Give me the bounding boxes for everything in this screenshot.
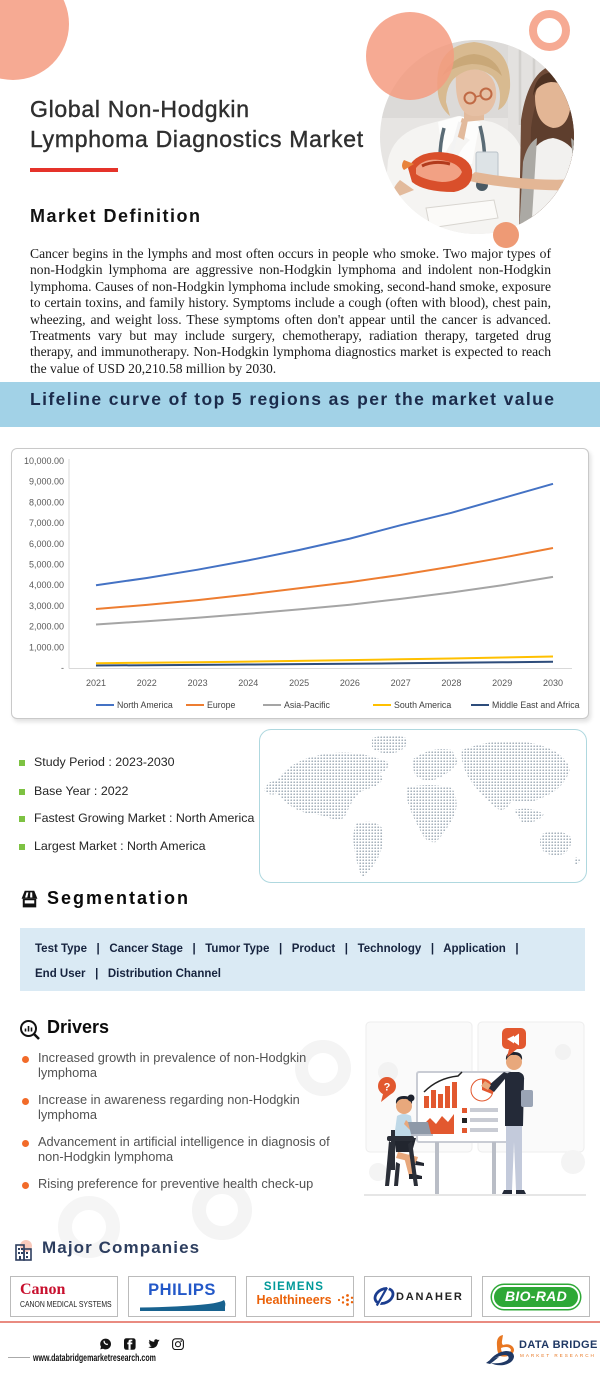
svg-text:7,000.00: 7,000.00 — [29, 518, 64, 528]
svg-text:North America: North America — [117, 700, 173, 710]
svg-text:Middle East and Africa: Middle East and Africa — [492, 700, 580, 710]
svg-text:2024: 2024 — [238, 678, 258, 688]
svg-text:2025: 2025 — [289, 678, 309, 688]
svg-text:5,000.00: 5,000.00 — [29, 560, 64, 570]
svg-text:MARKET RESEARCH: MARKET RESEARCH — [520, 1353, 596, 1358]
svg-text:Europe: Europe — [207, 700, 235, 710]
svg-text:DATA BRIDGE: DATA BRIDGE — [519, 1339, 598, 1351]
svg-text:9,000.00: 9,000.00 — [29, 477, 64, 487]
svg-text:Asia-Pacific: Asia-Pacific — [284, 700, 331, 710]
svg-text:2026: 2026 — [340, 678, 360, 688]
svg-text:6,000.00: 6,000.00 — [29, 539, 64, 549]
svg-text:?: ? — [384, 1082, 391, 1094]
svg-text:2030: 2030 — [543, 678, 563, 688]
svg-text:2,000.00: 2,000.00 — [29, 622, 64, 632]
svg-text:10,000.00: 10,000.00 — [24, 456, 64, 466]
svg-text:2023: 2023 — [188, 678, 208, 688]
svg-text:2028: 2028 — [441, 678, 461, 688]
svg-text:8,000.00: 8,000.00 — [29, 497, 64, 507]
svg-text:4,000.00: 4,000.00 — [29, 580, 64, 590]
svg-text:1,000.00: 1,000.00 — [29, 642, 64, 652]
svg-text:3,000.00: 3,000.00 — [29, 601, 64, 611]
svg-text:2021: 2021 — [86, 678, 106, 688]
svg-text:South America: South America — [394, 700, 451, 710]
svg-text:2029: 2029 — [492, 678, 512, 688]
svg-text:2022: 2022 — [137, 678, 157, 688]
svg-text:-: - — [61, 663, 64, 673]
svg-text:2027: 2027 — [391, 678, 411, 688]
